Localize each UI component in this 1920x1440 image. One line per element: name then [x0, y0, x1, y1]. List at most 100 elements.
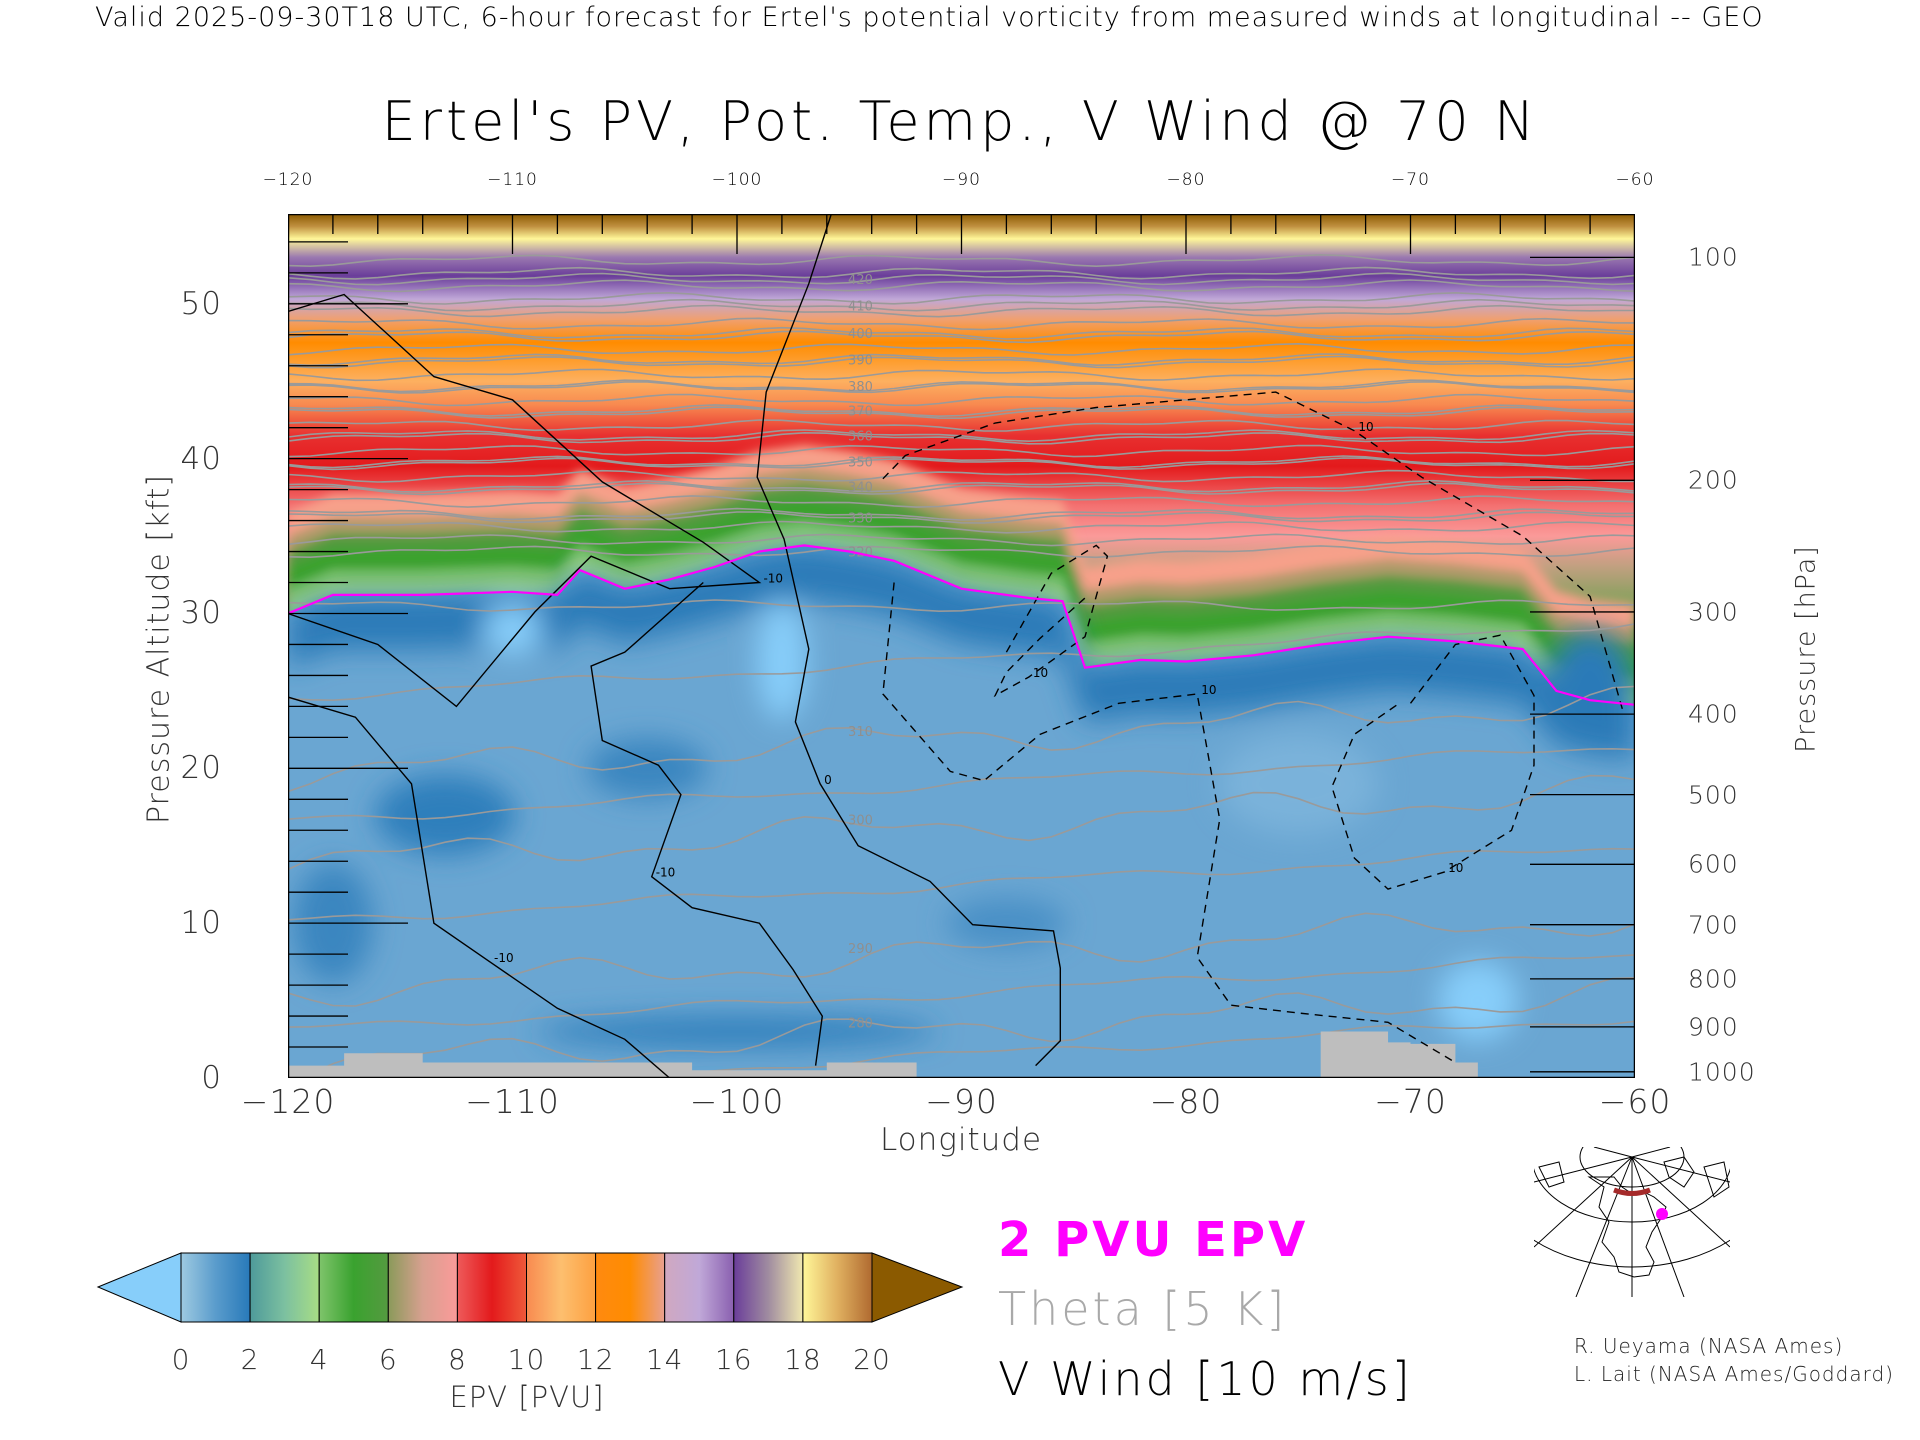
colorbar-tick-label: 10: [507, 1343, 546, 1376]
terrain-mask: [288, 1031, 1478, 1078]
theta-contour-line: [288, 279, 1635, 293]
theta-contour-label: 310: [848, 725, 873, 740]
v-wind-contour-line: [882, 582, 1456, 1064]
pressure-tick-label: 700: [1688, 910, 1739, 940]
tropopause-low-pv-band: [288, 545, 1635, 759]
map-cross-section-track: [1613, 1187, 1651, 1196]
v-wind-contour-label: 10: [1201, 683, 1216, 697]
theta-contour-line: [288, 304, 1635, 318]
colorbar-tick-label: 18: [784, 1343, 822, 1376]
colorbar-title: EPV [PVU]: [449, 1380, 605, 1414]
locator-map: [1534, 1147, 1730, 1297]
pv-patch: [537, 1016, 937, 1047]
credit-line-1: R. Ueyama (NASA Ames): [1574, 1334, 1844, 1358]
theta-contour-label: 330: [848, 511, 873, 526]
legend-2pvu-epv: 2 PVU EPV: [998, 1212, 1309, 1268]
x-axis-title: Longitude: [879, 1122, 1043, 1158]
colorbar-segment: [664, 1252, 735, 1323]
theta-contour-line: [288, 545, 1635, 559]
epv-colorbar: [96, 1252, 964, 1323]
theta-contour-line: [288, 291, 1635, 305]
theta-contour-line: [288, 342, 1635, 356]
theta-contour-line: [288, 511, 1635, 524]
theta-contour-line: [288, 355, 1635, 369]
theta-contour-label: 420: [848, 273, 873, 288]
colorbar-tick-label: 4: [309, 1343, 329, 1376]
colorbar-segment: [526, 1252, 597, 1323]
theta-contour-line: [288, 455, 1635, 469]
top-x-tick-label: −90: [942, 170, 981, 190]
v-wind-contour-line: [993, 544, 1109, 698]
colorbar-tick-label: 2: [240, 1343, 260, 1376]
y-tick-label: 10: [180, 905, 222, 942]
theta-contour-line: [288, 404, 1635, 418]
pressure-tick-label: 900: [1688, 1012, 1739, 1042]
theta-contour-line: [288, 482, 1635, 496]
cross-section-plot: 4204104003903803703603503403303203103002…: [288, 214, 1635, 1078]
theta-contour-line: [288, 298, 1635, 312]
theta-contour-line: [288, 368, 1635, 382]
pressure-tick-label: 100: [1688, 242, 1739, 272]
x-tick-label: −100: [689, 1082, 785, 1121]
theta-contour-line: [288, 599, 1635, 613]
theta-contour-label: 300: [848, 813, 873, 828]
colorbar-tick-label: 12: [576, 1343, 615, 1376]
y-tick-label: 20: [180, 750, 222, 787]
theta-contour-label: 290: [848, 942, 873, 957]
map-location-marker: [1656, 1208, 1668, 1220]
colorbar-tick-label: 0: [171, 1343, 191, 1376]
map-coastline: [1538, 1156, 1730, 1198]
top-x-tick-label: −80: [1166, 170, 1206, 190]
pv-patch: [482, 603, 543, 654]
pressure-tick-label: 200: [1688, 465, 1739, 495]
theta-contour-line: [288, 393, 1635, 407]
theta-contour-line: [288, 954, 1635, 1028]
v-wind-contour-label: -10: [656, 866, 676, 880]
v-wind-contour-label: 10: [1033, 666, 1048, 680]
theta-contour-label: 410: [848, 299, 873, 314]
x-tick-label: −80: [1149, 1082, 1223, 1121]
colorbar-under-arrow: [96, 1252, 182, 1323]
x-tick-label: −70: [1374, 1082, 1447, 1121]
top-x-tick-label: −60: [1615, 170, 1655, 190]
colorbar-segment: [456, 1252, 527, 1323]
colorbar-segment: [733, 1252, 804, 1323]
theta-contour-line: [288, 747, 1635, 820]
theta-contour-line: [288, 253, 1635, 268]
theta-contour-line: [288, 469, 1635, 483]
colorbar-tick-label: 20: [853, 1343, 891, 1376]
pressure-tick-label: 800: [1688, 964, 1739, 994]
theta-contour-line: [288, 444, 1635, 458]
theta-contour-line: [288, 457, 1635, 471]
x-tick-label: −120: [240, 1082, 336, 1121]
pv-patch: [375, 774, 516, 855]
v-wind-contour-label: -10: [494, 951, 514, 965]
v-wind-contour-line: [882, 391, 1625, 715]
theta-contour-line: [288, 520, 1635, 534]
tropopause-2pvu-line: [288, 544, 1635, 706]
colorbar-segment: [595, 1252, 666, 1323]
top-x-tick-label: −120: [262, 170, 314, 190]
theta-contour-label: 350: [848, 456, 873, 471]
valid-time-caption: Valid 2025-09-30T18 UTC, 6-hour forecast…: [95, 2, 1764, 33]
v-wind-contour-line: [288, 293, 762, 708]
theta-contour-line: [288, 380, 1635, 394]
theta-contour-line: [288, 774, 1635, 871]
pv-patch: [587, 738, 708, 799]
v-wind-contour-line: [288, 696, 671, 1078]
pressure-tick-label: 600: [1688, 849, 1739, 879]
pv-patch: [1437, 960, 1518, 1041]
theta-contour-line: [288, 266, 1635, 280]
theta-contour-line: [288, 623, 1635, 702]
theta-contour-line: [288, 507, 1635, 521]
pv-patch: [756, 599, 807, 720]
theta-contour-line: [288, 406, 1635, 420]
y-tick-label: 30: [180, 595, 222, 632]
top-x-tick-label: −110: [487, 170, 538, 190]
theta-contour-label: 360: [848, 429, 873, 444]
theta-contour-line: [288, 912, 1635, 1007]
pressure-axis-title: Pressure [hPa]: [1790, 545, 1822, 753]
theta-contour-line: [288, 685, 1635, 793]
credit-line-2: L. Lait (NASA Ames/Goddard): [1574, 1362, 1894, 1386]
theta-contour-label: 370: [848, 405, 873, 420]
